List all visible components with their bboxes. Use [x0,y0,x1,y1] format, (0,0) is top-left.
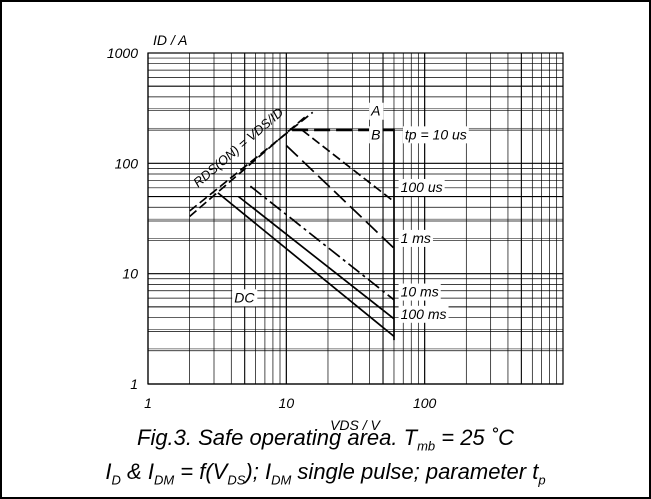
y-tick-label: 100 [115,155,139,171]
annotation-backdrop [232,289,258,307]
plot-area-border [147,52,564,385]
annotation-label: tp = 10 us [405,126,467,142]
series-line-6 [217,192,395,338]
annotation-label: 1 ms [401,230,431,246]
chart-grid [147,53,563,385]
y-tick-label: 1 [130,376,138,392]
y-axis-label: ID / A [153,32,188,48]
annotation-label: 10 ms [401,284,439,300]
series-line-2 [301,129,395,203]
series-line-5 [237,195,395,320]
y-tick-label: 1000 [107,45,138,61]
series-line-9 [189,111,314,212]
annotation-backdrop [398,229,433,247]
x-tick-label: 1 [144,395,152,411]
annotation-label: RDS(ON) = VDS/ID [190,104,286,190]
annotation-backdrop [398,283,441,301]
annotation-label: 100 us [401,179,443,195]
annotation-label: B [371,126,380,142]
chart-curves [189,111,395,341]
annotation-label: A [370,103,380,119]
caption-line-2: ID & IDM = f(VDS); IDM single pulse; par… [105,459,546,488]
x-tick-label: 10 [279,395,295,411]
annotation-backdrop [369,126,383,144]
annotation-backdrop [369,102,384,120]
annotation-label: 100 ms [401,306,447,322]
x-tick-label: 100 [413,395,437,411]
tick-labels: 1 10 100 1 10 100 1000 [107,45,437,411]
y-tick-label: 10 [122,266,138,282]
annotation-backdrop [402,126,469,144]
x-axis-label: VDS / V [330,417,381,433]
figure-caption: Fig.3. Safe operating area. Tmb = 25 ˚C … [0,425,651,494]
series-line-3 [285,144,395,249]
caption-line-1: Fig.3. Safe operating area. Tmb = 25 ˚C [137,425,514,454]
annotation-backdrop [398,305,449,323]
annotations: AB tp = 10 us 100 us 1 ms 10 ms 100 ms DC RDS(O… [190,102,469,323]
annotation-backdrop [398,178,445,196]
series-line-4 [249,185,395,301]
annotation-label: DC [234,289,255,305]
